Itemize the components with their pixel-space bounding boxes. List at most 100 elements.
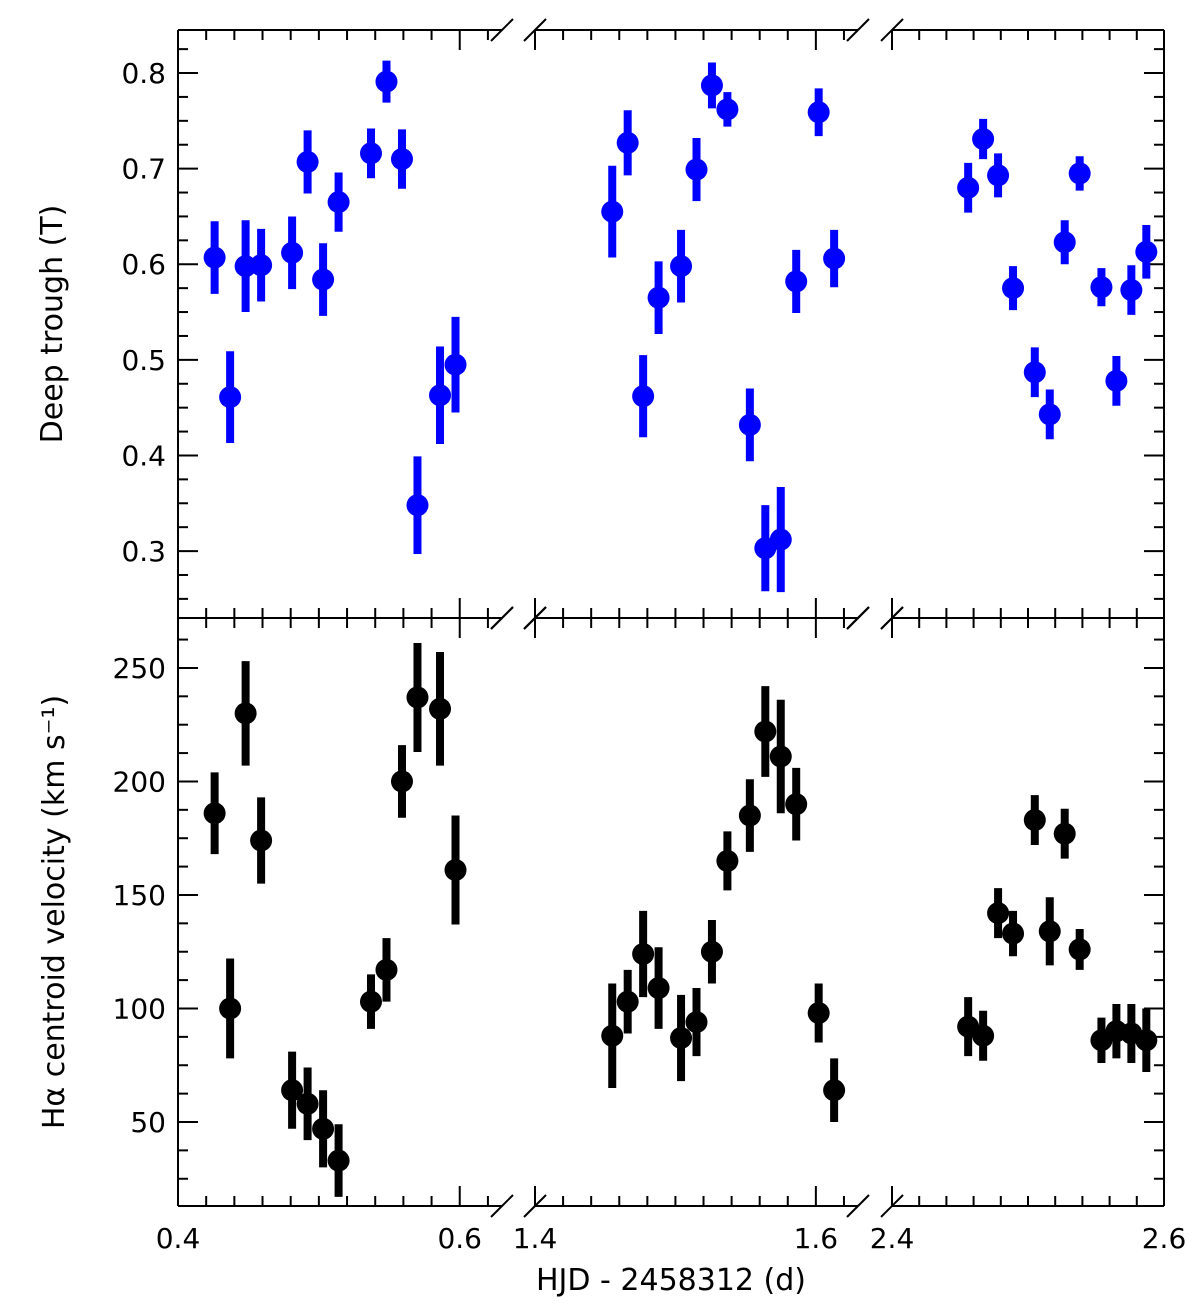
data-point [203,802,226,825]
data-point [406,494,429,517]
data-point [738,413,761,436]
data-point [1002,277,1025,300]
x-tick-label: 0.6 [437,1222,482,1255]
data-point [700,74,723,97]
data-point [632,943,655,965]
y-tick-label: 0.7 [121,153,166,186]
data-point [359,142,382,165]
data-point [219,386,242,409]
data-point [987,902,1010,925]
x-axis-title: HJD - 2458312 (d) [536,1263,806,1298]
data-point [1023,361,1046,384]
y-tick-label: 200 [113,765,166,798]
data-point [203,246,226,269]
data-point [823,1079,846,1102]
data-point [406,686,429,709]
axis-labels: 0.3 0.4 0.5 0.6 0.7 0.8 Deep trough (T) 50 100 15… [35,57,1186,1298]
data-point [250,829,273,852]
axes-ticks [178,30,1164,1206]
data-point [281,241,304,264]
data-point [219,997,242,1020]
data-point [234,702,257,725]
x-tick-label: 0.4 [156,1222,201,1255]
axis-break-mark [490,1194,514,1218]
data-point [807,101,830,124]
axis-break-mark [846,18,870,42]
data-point [429,697,452,720]
axis-break-mark [490,18,514,42]
x-tick-label: 2.6 [1142,1222,1187,1255]
data-point [1135,1029,1158,1052]
data-point [972,127,995,150]
data-point [700,940,723,963]
data-point [987,164,1010,187]
data-point [616,990,639,1013]
data-point [250,254,273,277]
data-point [716,98,739,121]
y-tick-label: 100 [113,992,166,1025]
data-point [972,1024,995,1047]
data-point [647,286,670,309]
data-point [1135,240,1158,263]
data-point [390,770,413,793]
data-point [769,528,792,551]
data-point [1002,922,1025,945]
data-point [601,1024,624,1047]
data-point [616,131,639,154]
data-point [754,720,777,743]
data-point [647,977,670,1000]
y-tick-label: 0.8 [121,57,166,90]
data-point [312,1117,335,1140]
data-point [632,385,655,408]
data-point [685,1011,708,1034]
x-tick-label: 1.6 [794,1222,839,1255]
data-point [1053,231,1076,254]
data-point [601,200,624,223]
data-point [375,70,398,93]
data-point [1068,938,1091,961]
y-tick-label: 250 [113,652,166,685]
data-point [429,384,452,407]
data-point [823,247,846,270]
data-point [1120,279,1143,302]
data-point [359,990,382,1013]
data-point [390,148,413,171]
axis-break-mark [490,606,514,630]
y-tick-label: 0.6 [121,248,166,281]
data-point [312,268,335,291]
axis-break-mark [846,1194,870,1218]
data-point [444,859,467,881]
data-point [1068,162,1091,185]
data-point [375,958,398,981]
y-tick-label: 0.3 [121,535,166,568]
data-point [716,849,739,872]
data-point [327,1149,350,1172]
data-point [670,255,693,278]
y-tick-label: 50 [130,1106,166,1139]
data-point [1023,809,1046,832]
data-point [296,1092,319,1115]
x-tick-label: 1.4 [513,1222,558,1255]
axis-break-mark [846,606,870,630]
data-marks [203,60,1158,1197]
data-point [1038,403,1061,426]
y-tick-label: 0.4 [121,439,166,472]
data-point [281,1079,304,1102]
data-point [1090,276,1113,299]
data-point [785,793,808,816]
y-axis-title: Hα centroid velocity (km s⁻¹) [37,695,72,1129]
data-point [1053,822,1076,845]
data-point [807,1002,830,1025]
x-tick-label: 2.4 [870,1222,915,1255]
data-point [1038,920,1061,943]
y-tick-label: 150 [113,879,166,912]
data-point [1105,369,1128,392]
data-point [769,745,792,768]
data-point [670,1027,693,1049]
data-point [327,191,350,214]
y-tick-label: 0.5 [121,344,166,377]
data-point [738,804,761,827]
data-point [444,353,467,376]
data-point [957,176,980,199]
